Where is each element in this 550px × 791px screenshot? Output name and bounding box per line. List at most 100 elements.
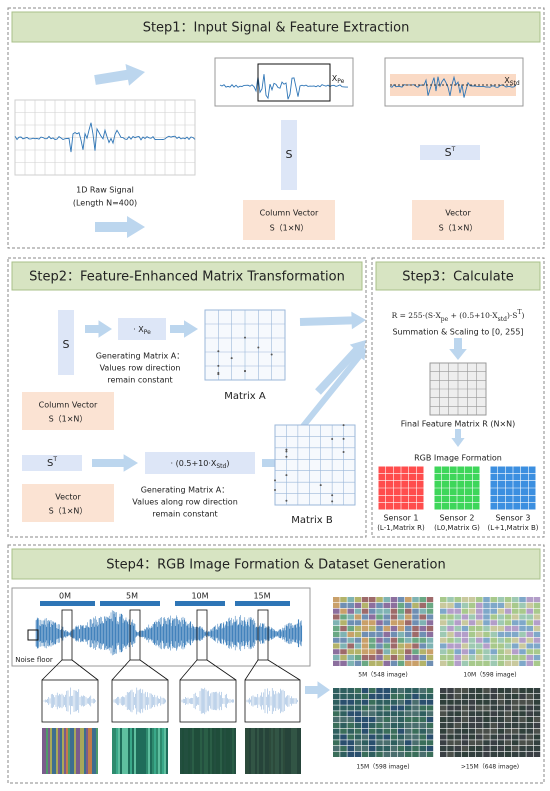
dataset-tile [347,655,354,661]
matrix-a-label: Matrix A [224,391,266,402]
dataset-tile [426,620,434,626]
column-vector-box [243,200,335,240]
dataset-tile [419,688,426,694]
dataset-tile [361,608,369,614]
feature-image-stripe [255,728,257,774]
feature-image-stripe [273,728,275,774]
dataset-tile [412,688,419,694]
dataset-tile [383,620,390,626]
s-symbol: S [63,338,70,351]
dataset-tile [461,643,469,649]
dataset-tile [468,722,476,728]
dataset-tile [533,711,541,717]
dataset-tile [397,699,405,705]
dataset-tile [369,740,376,746]
dataset-tile [361,722,369,728]
dataset-tile [361,637,369,643]
feature-image-stripe [249,728,251,774]
column-vector: Column Vector [39,401,98,410]
dataset-tile [412,693,419,699]
dataset-tile [526,740,533,746]
dataset-tile [497,693,505,699]
dataset-tile [369,626,376,632]
dataset-tile [483,693,490,699]
feature-image-stripe [146,728,148,774]
dataset-tile [440,637,447,643]
feature-image-stripe [74,728,76,774]
dataset-tile [376,655,383,661]
dataset-tile [361,693,369,699]
step2-header [11,261,363,291]
feature-image-stripe [60,728,62,774]
dataset-tile [461,751,469,757]
dataset-tile [461,626,469,632]
dataset-tile [340,620,347,626]
column-vector: Column Vector [260,209,319,218]
matrix-dot [331,494,334,497]
column-shape: S（1×N） [270,224,309,233]
dataset-tile [533,597,541,603]
dataset-tile [533,614,541,620]
dataset-tile [504,631,512,637]
dataset-tile [405,655,412,661]
dataset-tile [461,722,469,728]
dataset-tile [454,705,461,711]
dataset-tile [526,637,533,643]
dataset-tile [397,711,405,717]
dataset-tile [533,637,541,643]
dataset-tile [476,705,483,711]
feature-image-stripe [275,728,277,774]
dataset-tile [347,643,354,649]
dataset-tile [461,728,469,734]
dataset-tile [440,614,447,620]
dataset-tile [461,637,469,643]
dataset-tile [440,699,447,705]
matrix-b-label: Matrix B [291,515,333,526]
feature-image-stripe [210,728,212,774]
dataset-tile [476,631,483,637]
feature-image-stripe [297,728,299,774]
arrow [299,311,366,330]
matrix-dot [331,438,334,441]
dataset-tile [340,626,347,632]
dataset-tile [340,597,347,603]
dataset-tile [419,717,426,723]
dataset-tile [519,608,526,614]
feature-image-stripe [58,728,60,774]
dataset-tile [468,614,476,620]
dataset-tile [447,637,454,643]
dataset-tile [412,643,419,649]
dataset-tile [347,699,354,705]
dataset-tile [369,631,376,637]
dataset-tile [333,643,340,649]
matrix-dot [274,479,276,482]
dataset-tile [333,602,340,608]
dataset-tile [468,597,476,603]
pe-highlight [257,63,331,102]
dataset-tile [468,688,476,694]
dataset-tile [440,620,447,626]
feature-image-stripe [94,728,96,774]
dataset-tile [533,728,541,734]
dataset-tile [390,722,398,728]
dataset-tile [461,693,469,699]
feature-image-stripe [162,728,164,774]
dataset-tile [468,620,476,626]
dataset-tile [426,637,434,643]
feature-image-stripe [271,728,273,774]
matrix-dot [285,499,288,502]
dataset-tile [454,631,461,637]
dataset-tile [504,643,512,649]
distance-bar [175,601,225,606]
distance-bar [235,601,290,606]
dataset-tile [461,608,469,614]
dataset-tile [340,734,347,740]
feature-image-stripe [138,728,140,774]
dataset-tile [369,637,376,643]
dataset-tile [369,649,376,655]
dataset-tile [383,722,390,728]
dataset-tile [340,608,347,614]
dataset-tile [369,717,376,723]
dataset-tile [476,643,483,649]
dataset-tile [376,620,383,626]
